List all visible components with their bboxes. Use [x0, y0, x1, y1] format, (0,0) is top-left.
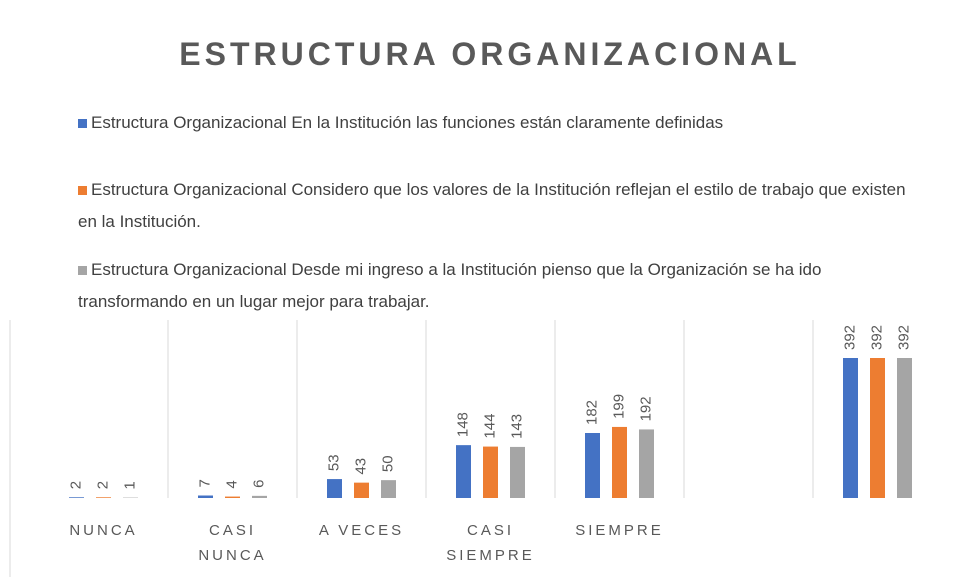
data-label: 199: [610, 394, 627, 419]
bar: [354, 482, 369, 498]
x-tick-label: SIEMPRE: [575, 522, 664, 539]
legend-label: Estructura Organizacional Desde mi ingre…: [78, 260, 822, 311]
x-tick-label: A VECES: [318, 522, 405, 539]
legend-swatch: [78, 186, 87, 195]
data-label: 192: [637, 396, 654, 421]
bar: [252, 495, 267, 498]
bar: [69, 497, 84, 498]
x-tick-label: CASI SIEMPRE: [446, 522, 535, 564]
bar: [381, 480, 396, 498]
bar: [510, 446, 525, 498]
bar: [639, 429, 654, 498]
data-label: 392: [895, 325, 912, 350]
bar: [870, 358, 885, 498]
data-label: 43: [352, 458, 369, 475]
data-label: 182: [583, 400, 600, 425]
data-label: 148: [454, 412, 471, 437]
legend-entry: Estructura Organizacional Desde mi ingre…: [78, 254, 928, 318]
x-tick-label: NUNCA: [69, 522, 138, 539]
bar: [96, 497, 111, 498]
bar: [198, 495, 213, 498]
x-tick-label: CASI NUNCA: [198, 522, 267, 564]
data-label: 1: [121, 481, 138, 489]
legend-entry: Estructura Organizacional Considero que …: [78, 174, 928, 238]
legend-swatch: [78, 119, 87, 128]
bar: [612, 426, 627, 498]
legend-entry: Estructura Organizacional En la Instituc…: [78, 107, 928, 139]
data-label: 6: [250, 480, 267, 488]
bar: [225, 496, 240, 498]
data-label: 4: [223, 480, 240, 488]
bar: [585, 433, 600, 498]
legend-swatch: [78, 266, 87, 275]
data-label: 144: [481, 414, 498, 439]
chart-title: ESTRUCTURA ORGANIZACIONAL: [179, 36, 801, 72]
bar: [897, 358, 912, 498]
bar: [456, 445, 471, 498]
data-label: 50: [379, 455, 396, 472]
bar: [327, 479, 342, 498]
data-label: 2: [94, 481, 111, 489]
data-label: 2: [67, 481, 84, 489]
bar: [843, 358, 858, 498]
legend-label: Estructura Organizacional Considero que …: [78, 180, 906, 231]
data-label: 392: [868, 325, 885, 350]
data-label: 53: [325, 454, 342, 471]
data-label: 7: [196, 479, 213, 487]
data-label: 392: [841, 325, 858, 350]
bar: [483, 446, 498, 498]
data-label: 143: [508, 414, 525, 439]
legend-label: Estructura Organizacional En la Instituc…: [91, 113, 724, 132]
